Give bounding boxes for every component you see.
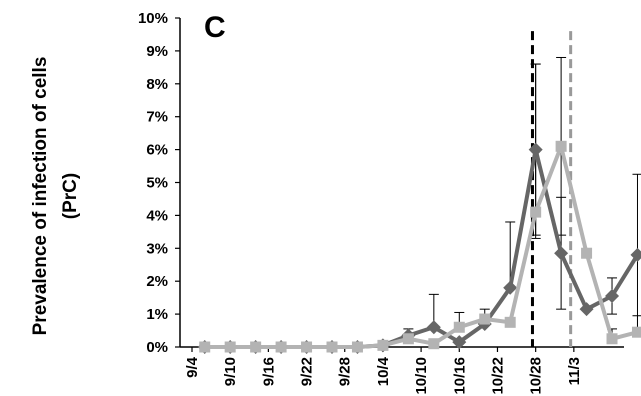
data-point-square [377,339,389,351]
y-tick-label: 7% [146,109,168,126]
x-tick-labels: 9/4 9/10 9/16 9/22 9/28 10/4 10/10 10/16 10/22 10… [184,356,583,394]
series-line-1 [204,147,640,349]
data-point-diamond [503,280,518,295]
data-point-square [606,333,618,345]
panel-label: C [204,11,226,44]
data-point-diamond [426,320,441,335]
data-point-square [275,341,287,353]
data-point-square [199,341,211,353]
data-point-square [453,321,465,333]
data-point-square [250,341,262,353]
y-tick-label: 8% [146,76,168,93]
data-point-square [402,333,414,345]
y-tick-label: 3% [146,240,168,257]
x-tick-label: 9/10 [222,357,239,386]
x-tick-label: 9/22 [299,357,316,386]
data-point-diamond [554,246,569,261]
x-tick-label: 11/3 [566,357,583,385]
data-point-square [631,326,641,338]
series-layer [197,140,641,354]
y-axis-label: Prevalence of infection of cells (PrC) [30,57,81,336]
data-point-square [555,140,567,152]
y-tick-label: 1% [146,306,168,323]
data-point-diamond [630,247,641,262]
reference-lines [530,31,573,347]
x-tick-label: 9/4 [184,356,201,378]
y-axis-label-line-1: Prevalence of infection of cells [30,57,51,336]
data-point-square [581,247,593,259]
series-line-2 [204,144,638,349]
x-tick-label: 10/4 [375,356,392,386]
y-tick-label: 2% [146,273,168,290]
data-point-diamond [452,335,467,350]
y-tick-label: 10% [138,10,168,27]
data-point-square [504,316,516,328]
x-tick-label: 10/16 [451,357,468,395]
data-point-square [351,341,363,353]
data-point-diamond [605,289,620,304]
x-tick-label: 10/22 [489,357,506,395]
y-tick-label: 9% [146,43,168,60]
data-point-square [301,341,313,353]
axes [175,17,624,352]
y-tick-labels: 0% 1% 2% 3% 4% 5% 6% 7% 8% 9% 10% [138,10,168,356]
x-tick-label: 9/16 [260,357,277,386]
x-tick-label: 10/10 [413,357,430,395]
error-bars [403,56,641,339]
x-tick-label: 10/28 [528,357,545,395]
y-axis-label-line-2: (PrC) [60,173,81,219]
y-tick-label: 0% [146,339,168,356]
data-point-square [479,313,491,325]
x-tick-label: 9/28 [337,357,354,386]
data-point-square [326,341,338,353]
y-tick-label: 6% [146,142,168,159]
data-point-diamond [528,142,543,157]
data-point-square [224,341,236,353]
y-tick-label: 4% [146,207,168,224]
data-point-square [428,338,440,350]
y-tick-label: 5% [146,175,168,192]
data-point-square [530,206,542,218]
data-point-diamond [579,302,594,317]
